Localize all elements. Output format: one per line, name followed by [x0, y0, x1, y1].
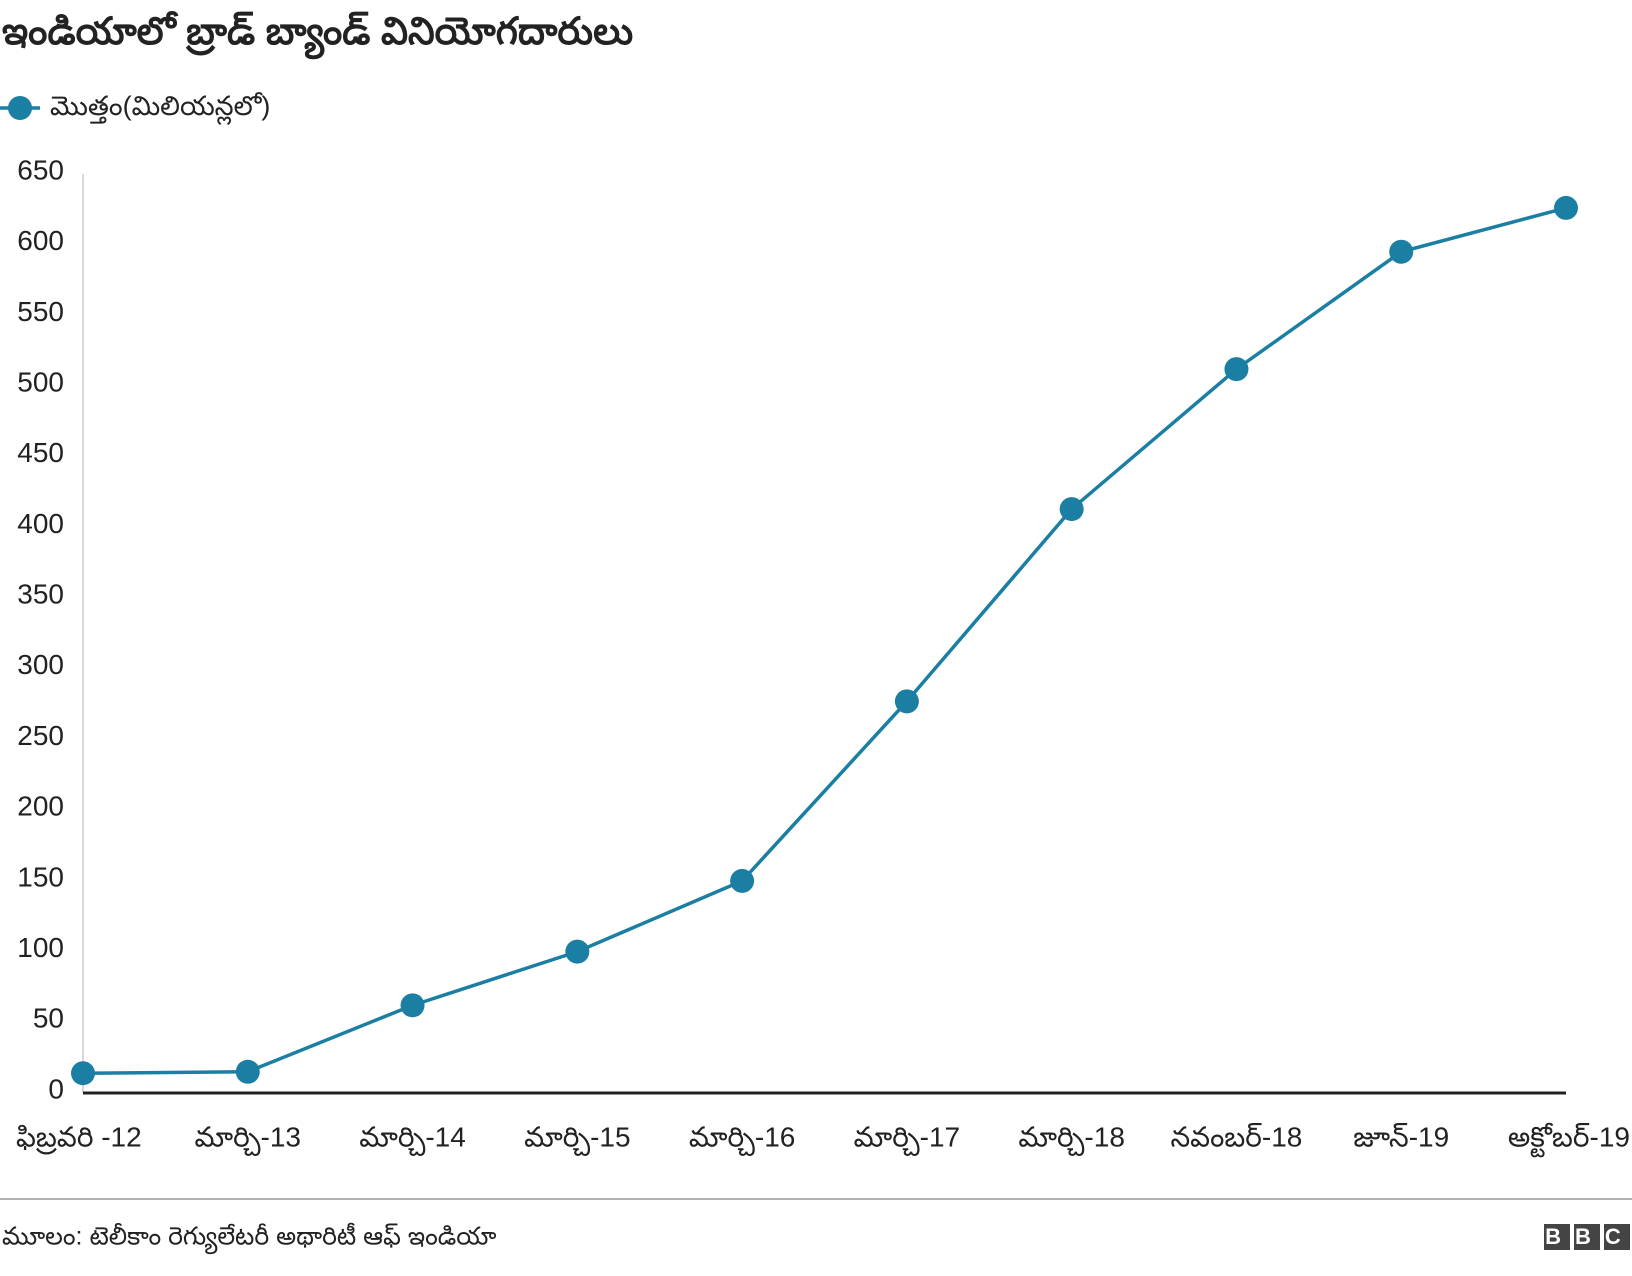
y-tick-label: 400 — [17, 508, 64, 539]
x-tick-label: మార్చి-15 — [524, 1121, 631, 1156]
data-point — [1389, 239, 1414, 264]
source: మూలం: టెలీకాం రెగ్యులేటరీ అథారిటీ ఆఫ్ ఇం… — [2, 1223, 496, 1255]
y-tick-label: 0 — [48, 1073, 64, 1104]
data-point — [71, 1061, 95, 1086]
y-tick-label: 200 — [17, 791, 64, 822]
data-point — [235, 1059, 260, 1084]
y-tick-label: 50 — [33, 1003, 64, 1034]
logo: BBC — [1544, 1224, 1632, 1250]
data-point — [894, 689, 919, 714]
x-tick-label: ఫిబ్రవరి -12 — [16, 1121, 142, 1155]
x-tick-label: మార్చి-13 — [195, 1121, 302, 1156]
x-tick-label: మార్చి-14 — [359, 1121, 466, 1156]
x-tick-label: మార్చి-18 — [1018, 1121, 1125, 1156]
y-tick-label: 150 — [17, 861, 64, 892]
logo-box — [1544, 1224, 1570, 1250]
y-tick-label: 350 — [17, 579, 64, 610]
y-tick-label: 600 — [17, 225, 64, 256]
data-point — [400, 993, 425, 1018]
data-point — [730, 868, 755, 893]
data-point — [1059, 497, 1084, 522]
chart-title: ఇండియాలో బ్రాడ్ బ్యాండ్ వినియోగదారులు — [2, 11, 633, 60]
data-line — [82, 206, 1567, 1075]
y-tick-label: 500 — [17, 366, 64, 397]
x-tick-label: మార్చి-16 — [689, 1121, 796, 1156]
x-tick-label: అక్టోబర్-19 — [1508, 1121, 1630, 1157]
x-tick-label: జూన్-19 — [1353, 1121, 1449, 1152]
legend-label: మొత్తం(మిలియన్లలో) — [50, 91, 270, 126]
y-tick-label: 450 — [17, 437, 64, 468]
legend: మొత్తం(మిలియన్లలో) — [0, 91, 270, 126]
data-point — [1224, 357, 1249, 382]
y-tick-label: 250 — [17, 720, 64, 751]
logo-box — [1574, 1224, 1600, 1250]
x-tick-label: నవంబర్-18 — [1171, 1121, 1303, 1152]
y-tick-label: 100 — [17, 932, 64, 963]
logo-box — [1604, 1224, 1630, 1250]
logo-text: BBC — [1545, 1224, 1632, 1249]
y-tick-label: 650 — [17, 154, 64, 185]
y-tick-label: 300 — [17, 649, 64, 680]
x-tick-label: మార్చి-17 — [854, 1121, 961, 1156]
y-tick-label: 550 — [17, 296, 64, 327]
legend-marker — [8, 96, 32, 120]
data-point — [1554, 195, 1578, 220]
data-point — [565, 939, 590, 964]
